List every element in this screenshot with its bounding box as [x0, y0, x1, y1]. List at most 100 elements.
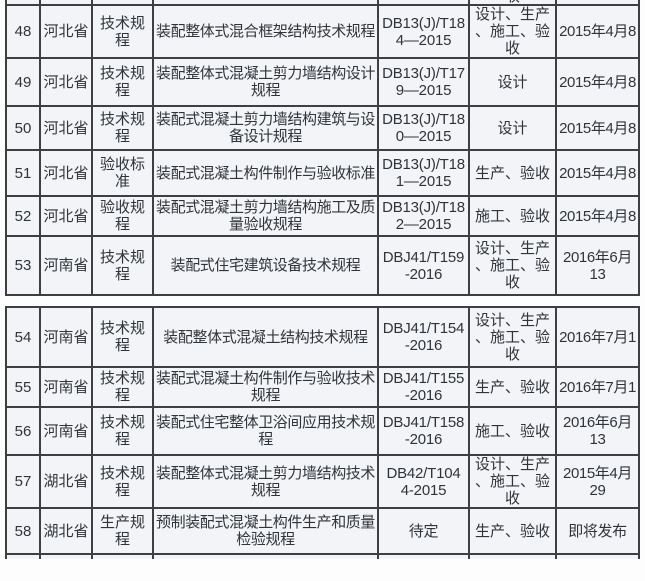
cell-province — [39, 553, 93, 559]
cell-province: 河南省 — [39, 406, 93, 456]
cell-province: 河南省 — [39, 235, 93, 296]
cell-type: 技术规程 — [91, 366, 154, 408]
cell-standard-no: DB13(J)/T17 9—2015 — [377, 57, 470, 107]
cell-standard-no: DB13(J)/T18 4—2015 — [377, 4, 470, 59]
cell-phase: 施工、验收 — [468, 195, 557, 237]
cell-phase: 生产、验收 — [468, 149, 557, 197]
cell-phase: 设计 — [468, 57, 557, 107]
table-gap — [0, 296, 645, 306]
cell-seq: 58 — [5, 507, 41, 555]
cell-province: 河南省 — [39, 366, 93, 408]
cell-standard-no: DB13(J)/T18 1—2015 — [377, 149, 470, 197]
cell-date: 2015年4月8 — [555, 105, 640, 151]
cell-standard-no — [377, 553, 470, 559]
cell-type: 验收规程 — [91, 195, 154, 237]
cell-type: 技术规程 — [91, 4, 154, 59]
table-row: 55 河南省 技术规程 装配式混凝土构件制作与验收技术 规程 DBJ41/T15… — [5, 366, 640, 408]
cell-standard-no: 待定 — [377, 507, 470, 555]
cell-seq: 54 — [5, 306, 41, 368]
cell-standard-no: DBJ41/T159 -2016 — [377, 235, 470, 296]
table-row: 53 河南省 技术规程 装配式住宅建筑设备技术规程 DBJ41/T159 -20… — [5, 235, 640, 296]
cell-province: 河北省 — [39, 105, 93, 151]
cell-standard-no: DB13(J)/T18 2—2015 — [377, 195, 470, 237]
cell-type: 技术规程 — [91, 454, 154, 509]
cell-seq: 57 — [5, 454, 41, 509]
cell-title: 装配式住宅整体卫浴间应用技术规 程 — [152, 406, 379, 456]
table-row: 52 河北省 验收规程 装配式混凝土剪力墙结构施工及质 量验收规程 DB13(J… — [5, 195, 640, 237]
cell-phase: 设计 — [468, 105, 557, 151]
table-row: 56 河南省 技术规程 装配式住宅整体卫浴间应用技术规 程 DBJ41/T158… — [5, 406, 640, 456]
cell-standard-no: DB42/T104 4-2015 — [377, 454, 470, 509]
clipped-text-fragment: 收 — [472, 0, 553, 3]
cell-date: 2016年7月1 — [555, 366, 640, 408]
cell-type: 技术规程 — [91, 105, 154, 151]
cell-seq — [5, 553, 41, 559]
cell-title: 装配整体式混凝土结构技术规程 — [152, 306, 379, 368]
cell-standard-no — [377, 0, 470, 6]
standards-table-upper: 收 48 河北省 技术规程 装配整体式混合框架结构技术规程 DB13(J)/T1… — [5, 0, 640, 296]
cell-standard-no: DBJ41/T154 -2016 — [377, 306, 470, 368]
table-row: 48 河北省 技术规程 装配整体式混合框架结构技术规程 DB13(J)/T18 … — [5, 4, 640, 59]
cell-date — [555, 553, 640, 559]
cell-province: 河北省 — [39, 4, 93, 59]
cell-seq: 53 — [5, 235, 41, 296]
cell-phase: 生产、验收 — [468, 507, 557, 555]
table-row-partial-top: 收 — [5, 0, 640, 6]
cell-phase: 施工、验收 — [468, 406, 557, 456]
cell-seq — [5, 0, 41, 6]
cell-title: 装配式住宅建筑设备技术规程 — [152, 235, 379, 296]
cell-phase: 设计、生产 、施工、验 收 — [468, 235, 557, 296]
cell-seq: 48 — [5, 4, 41, 59]
cell-seq: 50 — [5, 105, 41, 151]
cell-province: 河北省 — [39, 195, 93, 237]
cell-standard-no: DBJ41/T158 -2016 — [377, 406, 470, 456]
cell-title: 装配式混凝土剪力墙结构施工及质 量验收规程 — [152, 195, 379, 237]
cell-type: 技术规程 — [91, 406, 154, 456]
cell-date: 2015年4月8 — [555, 57, 640, 107]
cell-date: 即将发布 — [555, 507, 640, 555]
cell-province: 河南省 — [39, 306, 93, 368]
cell-province: 湖北省 — [39, 454, 93, 509]
cell-date: 2016年6月 13 — [555, 406, 640, 456]
cell-type: 技术规程 — [91, 235, 154, 296]
cell-title: 装配整体式混凝土剪力墙结构技术 规程 — [152, 454, 379, 509]
cell-type — [91, 0, 154, 6]
cell-phase: 生产、验收 — [468, 366, 557, 408]
cell-type: 技术规程 — [91, 57, 154, 107]
cell-phase: 设计、生产 、施工、验 收 — [468, 4, 557, 59]
standards-table-lower: 54 河南省 技术规程 装配整体式混凝土结构技术规程 DBJ41/T154 -2… — [5, 306, 640, 559]
table-row: 54 河南省 技术规程 装配整体式混凝土结构技术规程 DBJ41/T154 -2… — [5, 306, 640, 368]
cell-phase: 设计、生产 、施工、验 收 — [468, 306, 557, 368]
cell-seq: 49 — [5, 57, 41, 107]
cell-phase: 设计、生产 、施工、验 收 — [468, 454, 557, 509]
cell-standard-no: DBJ41/T155 -2016 — [377, 366, 470, 408]
cell-title: 装配整体式混凝土剪力墙结构设计 规程 — [152, 57, 379, 107]
cell-date: 2015年4月8 — [555, 4, 640, 59]
cell-title: 装配式混凝土构件制作与验收标准 — [152, 149, 379, 197]
cell-date: 2015年4月8 — [555, 195, 640, 237]
table-row: 49 河北省 技术规程 装配整体式混凝土剪力墙结构设计 规程 DB13(J)/T… — [5, 57, 640, 107]
cell-title: 预制装配式混凝土构件生产和质量 检验规程 — [152, 507, 379, 555]
cell-standard-no: DB13(J)/T18 0—2015 — [377, 105, 470, 151]
cell-type: 验收标准 — [91, 149, 154, 197]
table-row: 58 湖北省 生产规程 预制装配式混凝土构件生产和质量 检验规程 待定 生产、验… — [5, 507, 640, 555]
cell-seq: 55 — [5, 366, 41, 408]
cell-date — [555, 0, 640, 6]
cell-title — [152, 0, 379, 6]
cell-date: 2015年4月8 — [555, 149, 640, 197]
cell-title: 装配式混凝土剪力墙结构建筑与设 备设计规程 — [152, 105, 379, 151]
table-row: 51 河北省 验收标准 装配式混凝土构件制作与验收标准 DB13(J)/T18 … — [5, 149, 640, 197]
cell-type — [91, 553, 154, 559]
cell-province: 河北省 — [39, 149, 93, 197]
cell-type: 技术规程 — [91, 306, 154, 368]
table-row: 50 河北省 技术规程 装配式混凝土剪力墙结构建筑与设 备设计规程 DB13(J… — [5, 105, 640, 151]
cell-seq: 56 — [5, 406, 41, 456]
cell-date: 2015年4月 29 — [555, 454, 640, 509]
cell-title — [152, 553, 379, 559]
cell-type: 生产规程 — [91, 507, 154, 555]
table-row: 57 湖北省 技术规程 装配整体式混凝土剪力墙结构技术 规程 DB42/T104… — [5, 454, 640, 509]
cell-seq: 52 — [5, 195, 41, 237]
document-canvas: 收 48 河北省 技术规程 装配整体式混合框架结构技术规程 DB13(J)/T1… — [0, 0, 645, 559]
cell-province: 湖北省 — [39, 507, 93, 555]
cell-seq: 51 — [5, 149, 41, 197]
